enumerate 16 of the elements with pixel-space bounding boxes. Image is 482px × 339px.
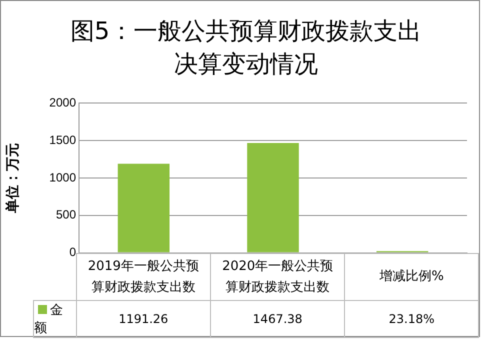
- data-label: 23.18%: [344, 300, 478, 338]
- x-tick-label: 2019年一般公共预算财政拨款支出数: [76, 253, 210, 300]
- y-tick-label: 1000: [49, 170, 76, 184]
- y-tick-label: 2000: [49, 96, 76, 110]
- y-tick-label: 0: [69, 245, 76, 260]
- y-tick-label: 1500: [49, 132, 76, 147]
- legend-label: 金额: [34, 300, 76, 338]
- chart-title: 图5：一般公共预算财政拨款支出决算变动情况: [69, 16, 423, 80]
- bar: [118, 164, 170, 252]
- data-label: 1191.26: [76, 300, 210, 338]
- bar: [247, 143, 299, 252]
- x-tick-label: 2020年一般公共预算财政拨款支出数: [210, 253, 345, 300]
- y-axis-title: 单位：万元: [5, 143, 22, 214]
- y-tick-label: 500: [56, 208, 76, 222]
- data-label: 1467.38: [210, 300, 345, 338]
- x-tick-label: 增减比例%: [344, 253, 478, 300]
